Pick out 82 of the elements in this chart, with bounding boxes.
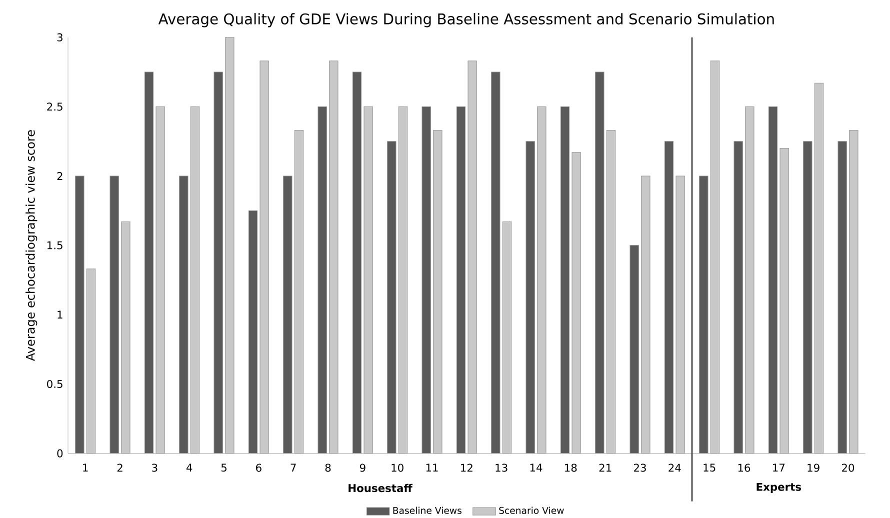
bar — [387, 141, 396, 454]
y-axis-title: Average echocardiographic view score — [26, 130, 38, 362]
x-tick-label: 11 — [426, 464, 438, 472]
bar — [86, 268, 96, 454]
y-tick-label: 1 — [58, 310, 62, 319]
bar — [352, 72, 362, 454]
y-tick-label: 3 — [57, 33, 62, 42]
bar — [491, 72, 500, 454]
bar — [734, 141, 743, 454]
bar — [502, 221, 512, 454]
bar — [630, 245, 639, 454]
bar — [329, 60, 338, 454]
x-tick-label: 3 — [152, 464, 158, 472]
x-tick-label: 1 — [83, 464, 88, 472]
x-tick-label: 12 — [461, 464, 472, 472]
bar — [606, 130, 616, 454]
bar — [664, 141, 674, 454]
bar — [676, 176, 685, 454]
x-tick-label: 18 — [565, 464, 577, 472]
bar — [225, 37, 234, 454]
bar — [318, 106, 327, 454]
bar — [75, 176, 84, 454]
x-tick-label: 9 — [360, 464, 366, 472]
bar — [849, 130, 858, 454]
x-tick-label: 10 — [392, 464, 404, 472]
x-tick-label: 8 — [325, 464, 331, 472]
bar — [156, 106, 165, 454]
x-tick-label: 24 — [668, 464, 681, 472]
bar — [364, 106, 373, 454]
bar — [190, 106, 200, 454]
bar — [814, 82, 824, 454]
bar — [560, 106, 570, 454]
bar — [468, 60, 477, 454]
x-tick-label: 13 — [496, 464, 508, 472]
bar — [768, 106, 778, 454]
bar — [641, 176, 650, 454]
bar — [260, 60, 269, 454]
x-tick-label: 17 — [773, 464, 785, 472]
bar — [780, 148, 789, 454]
bar — [144, 72, 154, 454]
x-tick-label: 21 — [599, 464, 612, 472]
bar — [283, 176, 292, 454]
y-tick-label: 0 — [57, 449, 63, 458]
bar — [214, 72, 223, 454]
x-tick-label: 15 — [704, 464, 716, 472]
x-tick-label: 14 — [530, 464, 542, 472]
y-tick-label: 2.5 — [47, 102, 62, 111]
bar — [456, 106, 466, 454]
legend-label: Baseline Views — [393, 506, 462, 514]
bar — [572, 152, 581, 454]
x-tick-label: 20 — [842, 464, 854, 472]
bar — [179, 176, 188, 454]
legend-label: Scenario View — [499, 506, 564, 514]
bar — [110, 176, 119, 454]
chart-title: Average Quality of GDE Views During Baseline Assessment and Scenario Simulation — [158, 13, 774, 28]
bar — [745, 106, 754, 454]
y-tick-label: 0.5 — [47, 380, 62, 388]
bar — [595, 72, 604, 454]
x-tick-label: 4 — [186, 464, 192, 472]
bar — [710, 60, 720, 454]
x-tick-label: 16 — [738, 464, 750, 472]
bar — [699, 176, 708, 454]
y-tick-label: 2 — [57, 172, 62, 180]
bar — [526, 141, 535, 454]
bar — [248, 210, 258, 454]
x-tick-label: 2 — [117, 464, 122, 472]
bar — [803, 141, 812, 454]
bar — [294, 130, 304, 454]
bar — [398, 106, 408, 454]
bar — [537, 106, 546, 454]
x-tick-label: 7 — [290, 464, 296, 472]
y-tick-label: 1.5 — [48, 241, 62, 250]
text: Experts — [756, 482, 802, 493]
x-tick-label: 23 — [634, 464, 646, 472]
x-tick-label: 5 — [221, 464, 226, 472]
bar — [422, 106, 431, 454]
bar — [121, 221, 130, 454]
x-tick-label: 6 — [256, 464, 262, 472]
text: Housestaff — [348, 484, 412, 492]
x-tick-label: 19 — [808, 464, 820, 472]
bar — [433, 130, 442, 454]
bar — [838, 141, 847, 454]
